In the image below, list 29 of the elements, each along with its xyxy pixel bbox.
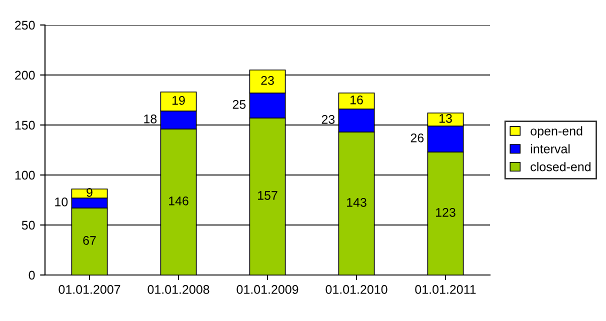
data-label: 26 xyxy=(410,134,424,142)
data-label: 67 xyxy=(83,236,96,245)
x-tick-label: 01.01.2011 xyxy=(415,285,476,294)
x-tick-label: 01.01.2009 xyxy=(236,285,298,294)
y-tick-label: 100 xyxy=(15,170,35,180)
data-label: 23 xyxy=(322,115,335,124)
data-label: 13 xyxy=(440,114,452,123)
y-tick-label: 150 xyxy=(15,120,35,130)
y-tick-label: 200 xyxy=(15,70,35,80)
data-label: 9 xyxy=(86,188,92,197)
y-tick-label: 0 xyxy=(28,270,35,280)
x-tick-label: 01.01.2008 xyxy=(148,285,210,294)
data-label: 123 xyxy=(436,208,456,217)
data-label: 18 xyxy=(144,114,157,124)
data-label: 19 xyxy=(172,96,185,105)
legend-label: open-end xyxy=(530,126,582,138)
data-label: 143 xyxy=(347,198,366,207)
y-tick-label: 50 xyxy=(22,220,35,230)
data-label: 25 xyxy=(232,100,246,109)
legend-label: closed-end xyxy=(530,162,590,172)
data-label: 23 xyxy=(261,76,274,85)
x-tick-label: 01.01.2010 xyxy=(326,285,388,294)
data-label: 146 xyxy=(169,196,188,206)
x-tick-label: 01.01.2007 xyxy=(58,285,120,294)
data-label: 10 xyxy=(55,198,68,206)
data-label: 16 xyxy=(350,96,363,104)
legend-label: interval xyxy=(530,144,570,154)
y-tick-label: 250 xyxy=(15,20,35,30)
data-label: 157 xyxy=(258,191,278,200)
